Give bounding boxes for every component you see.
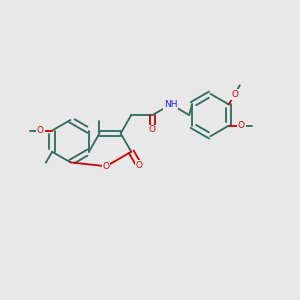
Text: NH: NH [164,100,178,109]
Text: O: O [238,121,245,130]
Text: O: O [231,90,238,99]
Text: O: O [136,161,143,170]
Text: O: O [149,125,156,134]
Text: O: O [37,126,44,135]
Text: O: O [103,162,110,171]
